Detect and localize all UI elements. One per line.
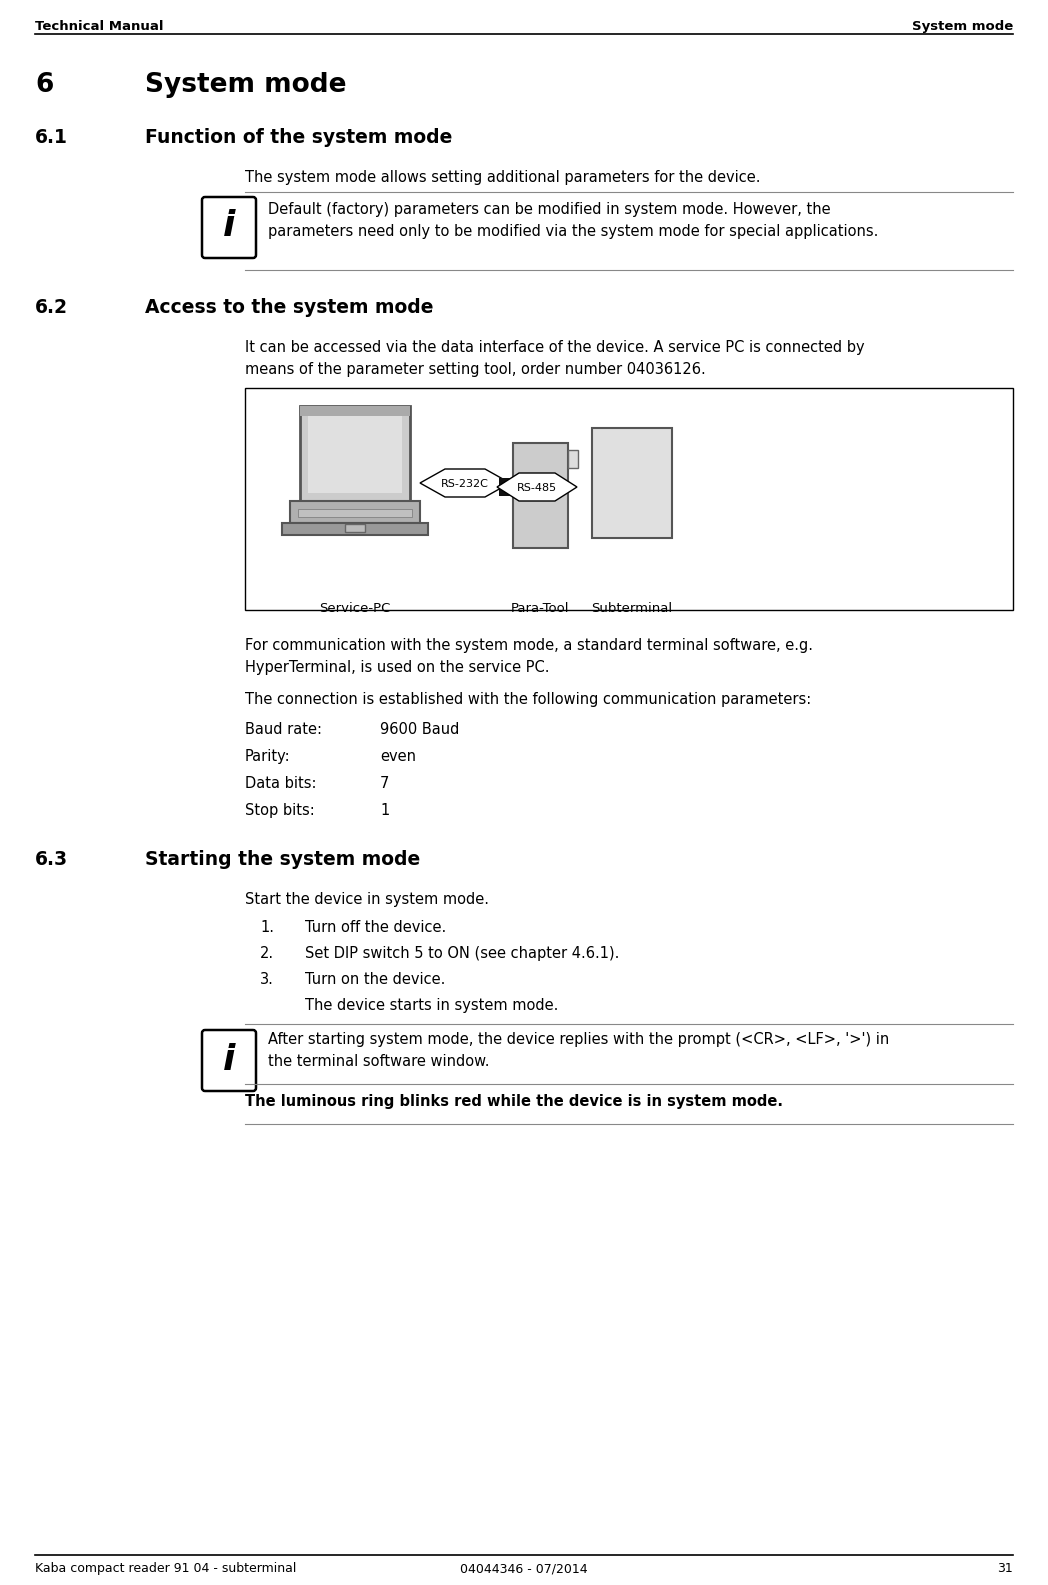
Text: The connection is established with the following communication parameters:: The connection is established with the f…: [245, 693, 811, 707]
Text: 6: 6: [35, 71, 53, 98]
Text: RS-232C: RS-232C: [441, 479, 489, 490]
Text: It can be accessed via the data interface of the device. A service PC is connect: It can be accessed via the data interfac…: [245, 341, 865, 377]
Text: System mode: System mode: [912, 21, 1013, 33]
Bar: [300, 406, 410, 501]
Bar: [514, 442, 568, 548]
Text: Kaba compact reader 91 04 - subterminal: Kaba compact reader 91 04 - subterminal: [35, 1561, 297, 1575]
Text: 6.2: 6.2: [35, 298, 68, 317]
Text: 6.1: 6.1: [35, 128, 68, 147]
Text: Baud rate:: Baud rate:: [245, 723, 322, 737]
Text: Default (factory) parameters can be modified in system mode. However, the
parame: Default (factory) parameters can be modi…: [268, 201, 878, 239]
Text: Technical Manual: Technical Manual: [35, 21, 163, 33]
Text: RS-485: RS-485: [517, 483, 558, 493]
Text: Start the device in system mode.: Start the device in system mode.: [245, 892, 489, 907]
Text: Subterminal: Subterminal: [591, 602, 673, 615]
Bar: [298, 509, 412, 517]
Bar: [499, 479, 514, 496]
Text: 6.3: 6.3: [35, 850, 68, 869]
Text: The luminous ring blinks red while the device is in system mode.: The luminous ring blinks red while the d…: [245, 1094, 783, 1109]
Text: 1: 1: [380, 804, 389, 818]
Bar: [290, 501, 420, 523]
FancyBboxPatch shape: [202, 1030, 256, 1090]
Polygon shape: [420, 469, 510, 498]
Text: Starting the system mode: Starting the system mode: [145, 850, 420, 869]
Text: Data bits:: Data bits:: [245, 777, 316, 791]
Text: Function of the system mode: Function of the system mode: [145, 128, 453, 147]
Bar: [308, 414, 402, 493]
Text: 7: 7: [380, 777, 390, 791]
Text: i: i: [223, 209, 235, 243]
Text: Turn off the device.: Turn off the device.: [305, 919, 446, 935]
Text: i: i: [223, 1043, 235, 1076]
Text: Access to the system mode: Access to the system mode: [145, 298, 434, 317]
Text: 9600 Baud: 9600 Baud: [380, 723, 459, 737]
Text: System mode: System mode: [145, 71, 347, 98]
Text: 3.: 3.: [260, 972, 274, 987]
Bar: [568, 450, 578, 468]
Text: 2.: 2.: [260, 946, 275, 961]
Bar: [245, 388, 1013, 610]
Bar: [282, 523, 428, 536]
Text: 1.: 1.: [260, 919, 274, 935]
Text: The system mode allows setting additional parameters for the device.: The system mode allows setting additiona…: [245, 170, 761, 185]
Text: Stop bits:: Stop bits:: [245, 804, 314, 818]
Text: Set DIP switch 5 to ON (see chapter 4.6.1).: Set DIP switch 5 to ON (see chapter 4.6.…: [305, 946, 619, 961]
Text: The device starts in system mode.: The device starts in system mode.: [305, 999, 559, 1013]
Text: Parity:: Parity:: [245, 750, 290, 764]
Text: Para-Tool: Para-Tool: [511, 602, 570, 615]
Bar: [300, 406, 410, 415]
Text: 31: 31: [998, 1561, 1013, 1575]
Text: even: even: [380, 750, 416, 764]
Text: Turn on the device.: Turn on the device.: [305, 972, 445, 987]
FancyBboxPatch shape: [202, 197, 256, 258]
Text: After starting system mode, the device replies with the prompt (<CR>, <LF>, '>'): After starting system mode, the device r…: [268, 1032, 890, 1068]
Text: For communication with the system mode, a standard terminal software, e.g.
Hyper: For communication with the system mode, …: [245, 639, 813, 675]
Text: 04044346 - 07/2014: 04044346 - 07/2014: [460, 1561, 588, 1575]
Bar: [345, 525, 365, 533]
Bar: [592, 428, 672, 537]
Polygon shape: [497, 472, 577, 501]
Text: Service-PC: Service-PC: [320, 602, 391, 615]
